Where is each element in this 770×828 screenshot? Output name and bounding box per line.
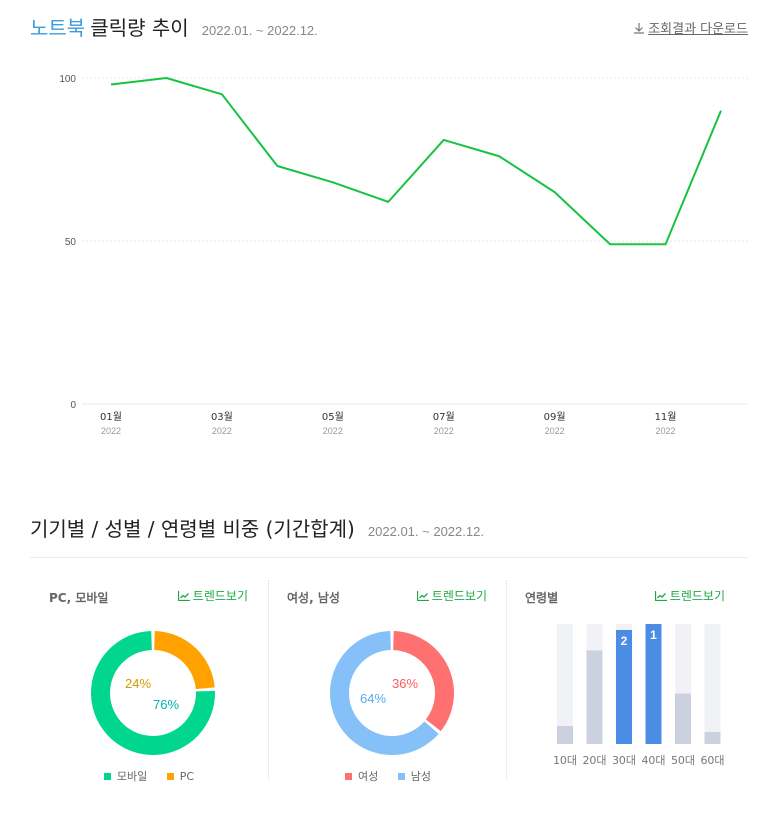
trend-icon bbox=[177, 591, 190, 602]
legend-swatch-male bbox=[397, 773, 405, 780]
age-bar-track bbox=[704, 624, 721, 744]
y-tick-label: 50 bbox=[65, 237, 77, 248]
device-panel-header: PC, 모바일 트렌드보기 bbox=[48, 587, 248, 607]
age-panel: 연령별 트렌드보기 10대 20대 2 30대 1 40대 50대 60대 bbox=[506, 580, 745, 780]
legend-item-pc: PC bbox=[166, 770, 195, 783]
legend-label-mobile: 모바일 bbox=[116, 770, 148, 783]
x-tick-year-label: 2022 bbox=[434, 426, 454, 436]
age-panel-header: 연령별 트렌드보기 bbox=[525, 587, 725, 607]
gender-donut-chart: 36% 64% bbox=[330, 631, 454, 755]
section-divider bbox=[30, 557, 748, 558]
age-rank-label: 1 bbox=[650, 628, 657, 642]
download-results-link[interactable]: 조회결과 다운로드 bbox=[633, 18, 748, 37]
legend-label-pc: PC bbox=[179, 770, 195, 783]
age-category-label: 50대 bbox=[671, 754, 695, 767]
x-tick-year-label: 2022 bbox=[101, 426, 121, 436]
age-bar bbox=[675, 693, 691, 744]
share-section-title: 기기별 / 성별 / 연령별 비중 (기간합계) 2022.01. ~ 2022… bbox=[30, 513, 484, 542]
age-bar bbox=[645, 624, 662, 744]
donut-value-label: 24% bbox=[125, 676, 151, 691]
age-trend-button[interactable]: 트렌드보기 bbox=[654, 587, 725, 604]
x-tick-month-label: 03월 bbox=[211, 411, 233, 423]
device-trend-button[interactable]: 트렌드보기 bbox=[177, 587, 248, 604]
gender-panel-header: 여성, 남성 트렌드보기 bbox=[287, 587, 487, 607]
device-panel: PC, 모바일 트렌드보기 76% 24% 모바일 PC bbox=[30, 580, 268, 783]
y-tick-label: 100 bbox=[59, 74, 76, 85]
x-tick-year-label: 2022 bbox=[212, 426, 232, 436]
age-bar bbox=[557, 726, 573, 744]
device-panel-title: PC, 모바일 bbox=[49, 591, 109, 605]
x-tick-year-label: 2022 bbox=[656, 426, 676, 436]
download-icon bbox=[634, 23, 645, 34]
age-category-label: 30대 bbox=[612, 754, 636, 767]
device-trend-label: 트렌드보기 bbox=[192, 589, 248, 603]
y-tick-label: 0 bbox=[70, 400, 76, 411]
x-tick-month-label: 07월 bbox=[433, 411, 455, 423]
age-category-label: 10대 bbox=[553, 754, 577, 767]
donut-value-label: 36% bbox=[392, 676, 418, 691]
click-volume-line-chart: 100 50 0 01월 2022 03월 2022 05월 2022 07월 2022 09월 202… bbox=[59, 74, 748, 436]
age-bar bbox=[586, 650, 603, 744]
legend-swatch-mobile bbox=[103, 773, 111, 780]
age-trend-label: 트렌드보기 bbox=[669, 589, 725, 603]
x-tick-year-label: 2022 bbox=[545, 426, 565, 436]
donut-value-label: 76% bbox=[153, 697, 179, 712]
age-category-label: 20대 bbox=[582, 754, 606, 767]
legend-label-male: 남성 bbox=[410, 770, 431, 783]
x-tick-month-label: 11월 bbox=[655, 411, 677, 423]
gender-panel: 여성, 남성 트렌드보기 36% 64% 여성 남성 bbox=[268, 580, 507, 783]
age-bar bbox=[616, 630, 632, 744]
gender-panel-title: 여성, 남성 bbox=[287, 591, 340, 605]
legend-swatch-female bbox=[345, 773, 352, 780]
gender-trend-button[interactable]: 트렌드보기 bbox=[416, 587, 487, 604]
keyword-label: 노트북 bbox=[30, 16, 86, 40]
donut-slice-1 bbox=[330, 631, 439, 755]
age-bar-track bbox=[557, 624, 573, 744]
age-category-label: 40대 bbox=[641, 754, 665, 767]
donut-slice-0 bbox=[393, 631, 454, 732]
trend-icon bbox=[416, 591, 429, 602]
share-title: 기기별 / 성별 / 연령별 비중 (기간합계) bbox=[30, 517, 355, 541]
period-label: 2022.01. ~ 2022.12. bbox=[201, 23, 318, 38]
share-period-label: 2022.01. ~ 2022.12. bbox=[367, 524, 484, 539]
age-panel-title: 연령별 bbox=[525, 591, 559, 605]
gender-legend: 여성 남성 bbox=[269, 768, 507, 784]
age-category-label: 60대 bbox=[700, 754, 724, 767]
series-line bbox=[110, 77, 722, 246]
x-tick-year-label: 2022 bbox=[323, 426, 343, 436]
device-donut-chart: 76%24% bbox=[91, 631, 215, 755]
legend-item-male: 남성 bbox=[397, 768, 431, 784]
legend-item-female: 여성 bbox=[345, 768, 378, 784]
chart-title: 클릭량 추이 bbox=[90, 16, 189, 40]
donut-slice-1 bbox=[154, 631, 215, 690]
donut-value-label: 64% bbox=[360, 691, 386, 706]
donut-slice-0 bbox=[91, 631, 215, 755]
age-bar bbox=[704, 732, 721, 744]
x-tick-month-label: 01월 bbox=[100, 411, 122, 423]
x-tick-month-label: 09월 bbox=[544, 411, 566, 423]
legend-swatch-pc bbox=[166, 773, 174, 780]
age-bar-chart: 10대 20대 2 30대 1 40대 50대 60대 bbox=[553, 624, 725, 767]
click-trend-title: 노트북 클릭량 추이 2022.01. ~ 2022.12. bbox=[30, 12, 318, 41]
download-label: 조회결과 다운로드 bbox=[648, 22, 748, 37]
legend-label-female: 여성 bbox=[358, 770, 379, 783]
gender-trend-label: 트렌드보기 bbox=[431, 589, 487, 603]
age-rank-label: 2 bbox=[621, 634, 628, 648]
device-legend: 모바일 PC bbox=[30, 768, 268, 784]
legend-item-mobile: 모바일 bbox=[103, 768, 148, 784]
x-tick-month-label: 05월 bbox=[322, 411, 344, 423]
trend-icon bbox=[654, 591, 667, 602]
